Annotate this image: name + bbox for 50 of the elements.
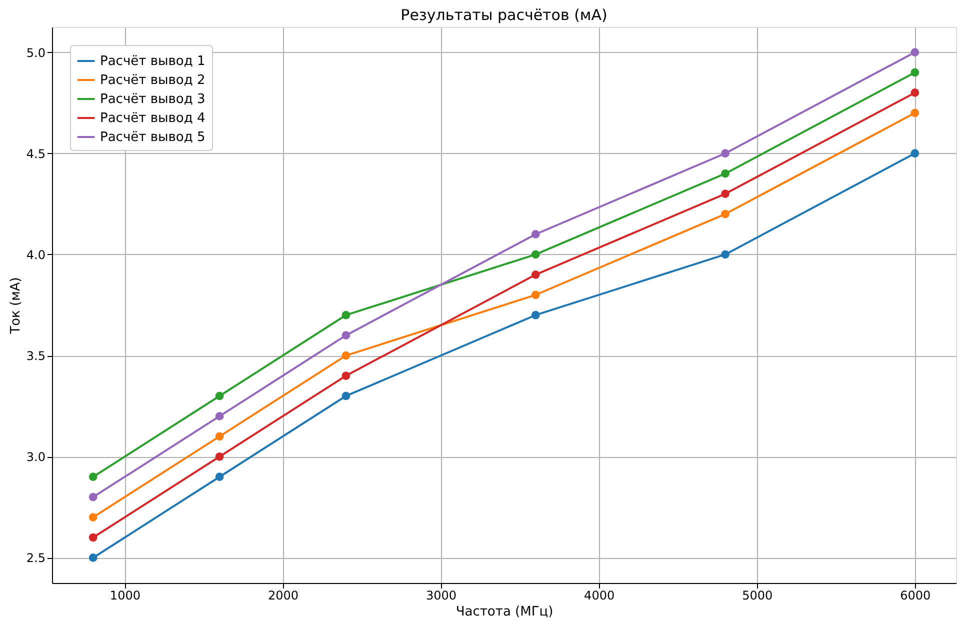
x-tick-label: 1000 <box>110 588 140 602</box>
point <box>910 88 920 97</box>
y-tick-label: 4.0 <box>26 248 46 262</box>
point <box>88 554 98 562</box>
y-tick-label: 4.5 <box>26 146 46 161</box>
point <box>215 412 224 420</box>
point <box>342 372 350 380</box>
point <box>531 230 540 238</box>
y-tick-label: 5.0 <box>26 46 46 60</box>
point <box>88 513 98 522</box>
x-tick-label: 4000 <box>584 588 615 602</box>
point <box>721 210 730 218</box>
x-tick-label: 6000 <box>900 588 931 602</box>
point <box>910 149 920 158</box>
point <box>531 310 540 320</box>
point <box>531 250 540 259</box>
x-axis-title: Частота (МГц) <box>456 604 554 620</box>
y-tick-label: 2.5 <box>26 551 46 566</box>
y-tick-label: 3.5 <box>26 349 46 364</box>
point <box>721 250 730 259</box>
point <box>910 48 920 56</box>
point <box>342 351 350 360</box>
point <box>910 68 920 77</box>
y-tick-label: 3.0 <box>26 450 46 464</box>
point <box>215 432 224 441</box>
point <box>88 472 98 482</box>
point <box>215 472 224 482</box>
point <box>88 533 98 542</box>
point <box>88 492 98 502</box>
point <box>215 452 224 461</box>
point <box>910 108 920 118</box>
point <box>531 290 540 300</box>
chart-title: Результаты расчётов (мА) <box>400 6 608 24</box>
point <box>721 190 730 198</box>
point <box>531 270 540 279</box>
point <box>342 331 350 340</box>
x-tick-label: 2000 <box>268 588 299 602</box>
point <box>721 169 730 178</box>
point <box>342 392 350 400</box>
point <box>215 392 224 400</box>
legend-label: Расчёт вывод 3 <box>100 92 206 107</box>
x-tick-label: 5000 <box>742 588 773 602</box>
legend-label: Расчёт вывод 2 <box>100 73 206 88</box>
y-axis-title: Ток (мА) <box>8 277 24 335</box>
x-tick-label: 3000 <box>426 588 457 602</box>
legend-label: Расчёт вывод 4 <box>100 111 206 126</box>
point <box>721 149 730 158</box>
legend-label: Расчёт вывод 1 <box>100 54 206 69</box>
point <box>342 310 350 320</box>
legend-label: Расчёт вывод 5 <box>100 130 206 145</box>
